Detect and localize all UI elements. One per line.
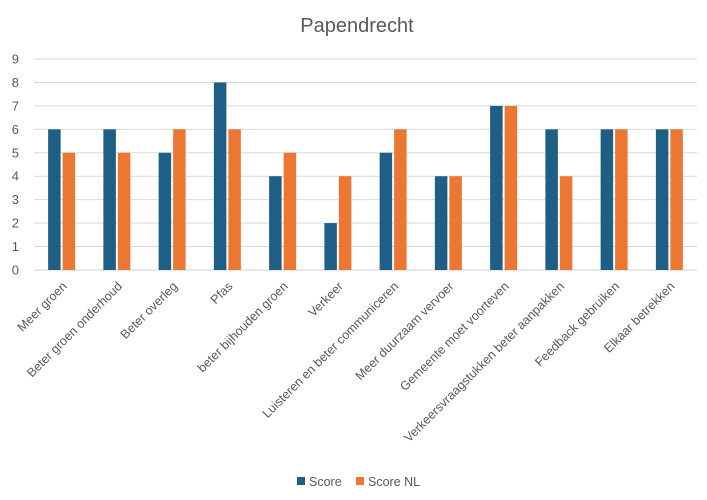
- category-label: Beter overleg: [118, 279, 181, 342]
- bar-score-nl: [615, 129, 628, 270]
- bars: [48, 82, 683, 270]
- category-label: Gemeente moet voorteven: [397, 279, 512, 394]
- y-axis-ticks: 0 1 2 3 4 5 6 7 8 9: [12, 52, 19, 278]
- legend-label: Score NL: [368, 475, 420, 489]
- bar-score: [600, 129, 614, 270]
- y-tick-label: 8: [12, 75, 19, 90]
- bar-score: [490, 105, 503, 270]
- bar-score-nl: [338, 176, 352, 270]
- category-label: Beter groen onderhoud: [24, 279, 125, 380]
- y-tick-label: 4: [12, 169, 19, 184]
- y-tick-label: 3: [12, 192, 19, 207]
- y-tick-label: 6: [12, 122, 19, 137]
- gridlines: [34, 58, 697, 271]
- bar-score: [103, 129, 116, 270]
- y-tick-label: 0: [12, 263, 19, 278]
- bar-score-nl: [449, 176, 462, 270]
- bar-score: [434, 176, 448, 270]
- y-tick-label: 5: [12, 145, 19, 160]
- bar-score: [158, 152, 172, 270]
- bar-score-nl: [228, 129, 241, 270]
- category-label: Meer duurzaam vervoer: [353, 279, 457, 383]
- bar-score-nl: [559, 176, 573, 270]
- bar-score-nl: [394, 129, 407, 270]
- category-label: Meer groen: [15, 279, 70, 334]
- y-tick-label: 7: [12, 98, 19, 113]
- category-label: Pfas: [208, 279, 236, 307]
- bar-score: [213, 82, 227, 270]
- bar-score: [545, 129, 558, 270]
- bar-score: [379, 152, 393, 270]
- chart-title: Papendrecht: [300, 15, 414, 37]
- bar-score-nl: [670, 129, 683, 270]
- bar-score: [269, 176, 282, 270]
- bar-score-nl: [117, 152, 131, 270]
- bar-score: [655, 129, 669, 270]
- bar-score-nl: [62, 152, 76, 270]
- legend-label: Score: [309, 475, 342, 489]
- bar-score: [48, 129, 61, 270]
- bar-score-nl: [504, 105, 518, 270]
- bar-score-nl: [173, 129, 186, 270]
- category-label: Verkeer: [306, 279, 346, 319]
- category-label: beter bijhouden groen: [195, 279, 291, 375]
- y-tick-label: 2: [12, 216, 19, 231]
- legend-swatch: [356, 477, 364, 485]
- bar-score: [324, 223, 337, 270]
- y-tick-label: 1: [12, 239, 19, 254]
- legend: Score Score NL: [297, 475, 420, 489]
- y-tick-label: 9: [12, 52, 19, 67]
- bar-score-nl: [283, 152, 297, 270]
- legend-swatch: [297, 477, 305, 485]
